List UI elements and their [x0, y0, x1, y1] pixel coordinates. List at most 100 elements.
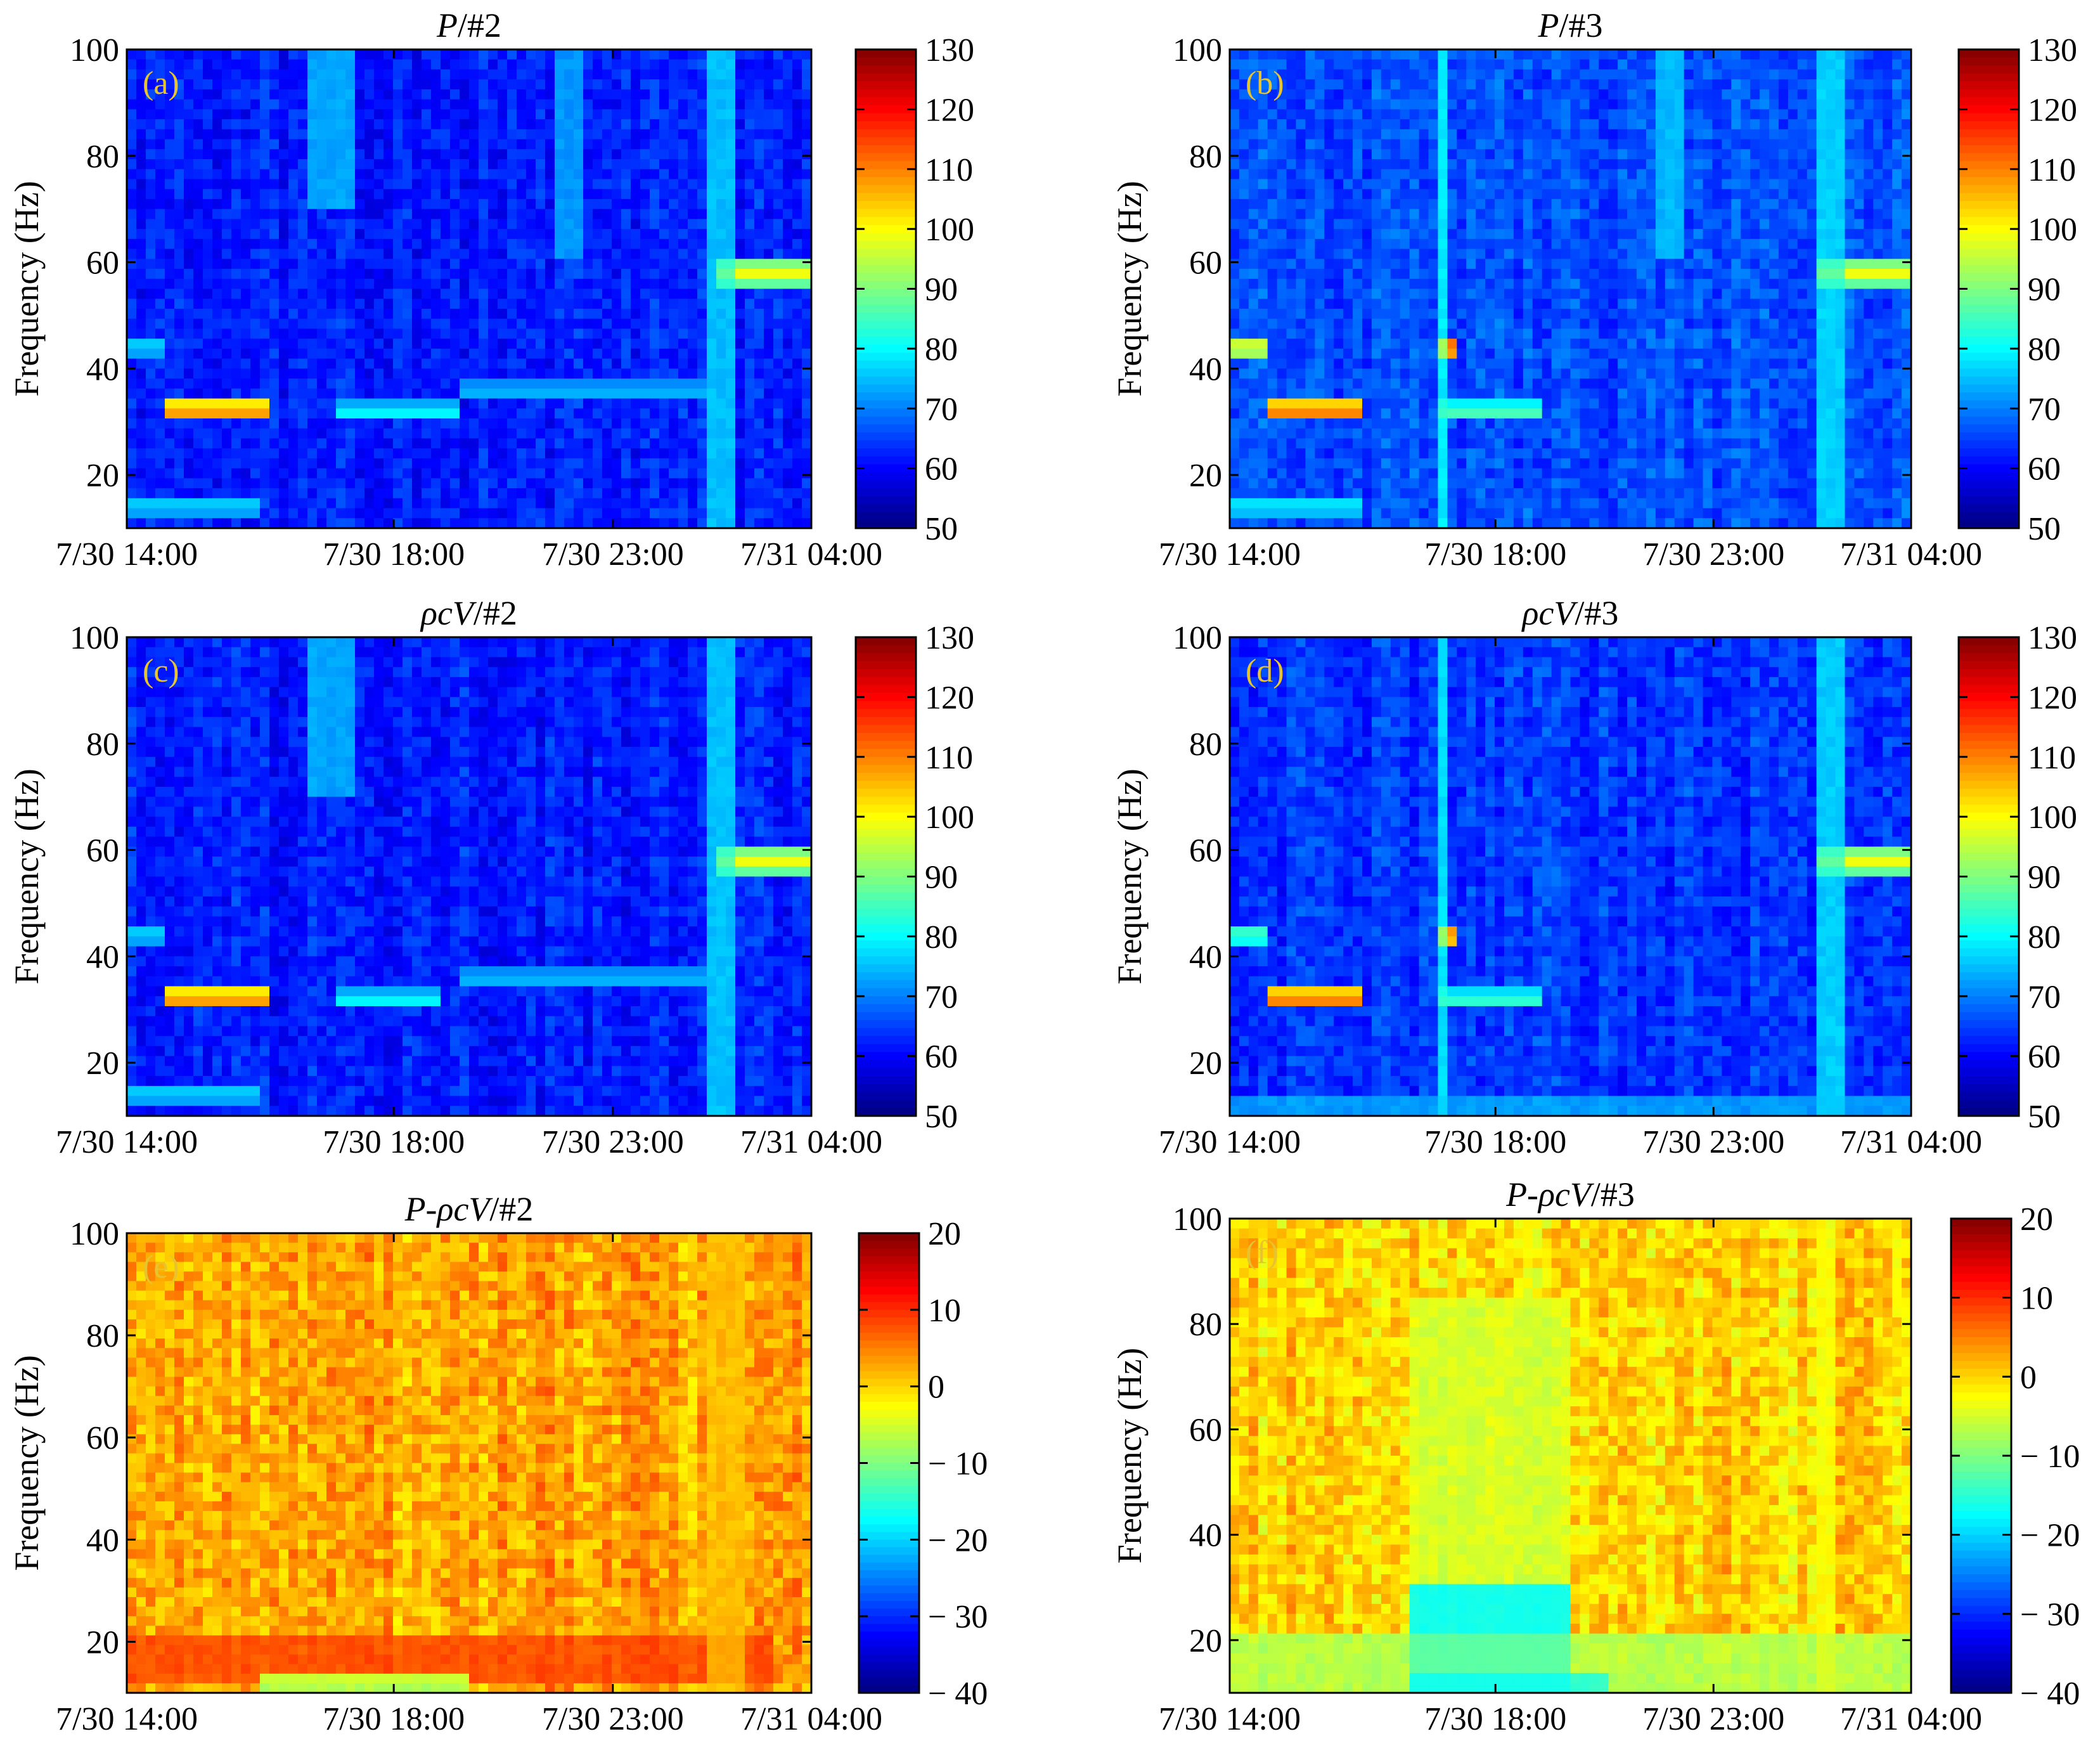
heatmap-cell — [355, 219, 365, 230]
heatmap-cell — [393, 418, 403, 429]
heatmap-cell — [1381, 518, 1391, 529]
heatmap-cell — [1258, 299, 1268, 309]
heatmap-cell — [631, 119, 641, 130]
heatmap-cell — [479, 448, 489, 459]
heatmap-cell — [602, 299, 612, 309]
heatmap-cell — [222, 238, 232, 250]
heatmap-cell — [355, 249, 365, 259]
heatmap-cell — [403, 119, 413, 130]
colorbar-segment — [856, 89, 916, 98]
heatmap-cell — [298, 69, 308, 80]
heatmap-cell — [802, 408, 812, 419]
heatmap-cell — [374, 159, 384, 170]
heatmap-cell — [222, 478, 232, 489]
heatmap-cell — [593, 179, 603, 190]
heatmap-cell — [640, 408, 650, 419]
heatmap-cell — [469, 508, 479, 519]
heatmap-cell — [707, 328, 717, 339]
heatmap-cell — [678, 418, 688, 429]
heatmap-cell — [146, 179, 156, 190]
heatmap-cell — [1353, 269, 1363, 280]
heatmap-cell — [1353, 468, 1363, 479]
heatmap-cell — [783, 159, 793, 170]
y-axis-label: Frequency (Hz) — [8, 181, 46, 396]
heatmap-cell — [184, 278, 194, 290]
heatmap-cell — [488, 229, 498, 240]
heatmap-cell — [1324, 179, 1334, 190]
heatmap-cell — [1457, 318, 1467, 330]
heatmap-cell — [326, 278, 337, 290]
heatmap-cell — [1495, 259, 1505, 269]
heatmap-cell — [1248, 79, 1259, 90]
heatmap-cell — [393, 368, 403, 379]
heatmap-cell — [374, 149, 384, 160]
heatmap-cell — [298, 159, 308, 170]
heatmap-cell — [231, 299, 242, 309]
heatmap-cell — [745, 139, 755, 150]
heatmap-cell — [574, 219, 584, 230]
heatmap-cell — [545, 198, 555, 210]
heatmap-cell — [364, 328, 375, 339]
heatmap-cell — [1239, 508, 1249, 519]
heatmap-cell — [412, 79, 422, 90]
heatmap-cell — [479, 368, 489, 379]
heatmap-cell — [602, 438, 612, 449]
heatmap-cell — [403, 169, 413, 180]
heatmap-cell — [1230, 269, 1240, 280]
heatmap-cell — [1438, 308, 1448, 320]
heatmap-cell — [1258, 428, 1268, 439]
heatmap-cell — [574, 478, 584, 489]
heatmap-cell — [1362, 468, 1372, 479]
heatmap-cell — [640, 269, 650, 280]
colorbar-tick-label: 50 — [925, 511, 958, 547]
colorbar-segment — [856, 432, 916, 441]
heatmap-cell — [279, 388, 289, 399]
heatmap-cell — [1495, 209, 1505, 219]
heatmap-cell — [260, 189, 270, 200]
heatmap-cell — [127, 478, 137, 489]
heatmap-cell — [326, 59, 337, 70]
heatmap-cell — [1409, 238, 1420, 250]
heatmap-cell — [279, 209, 289, 219]
heatmap-cell — [507, 299, 517, 309]
heatmap-cell — [1230, 259, 1240, 269]
heatmap-cell — [1438, 119, 1448, 130]
heatmap-cell — [1390, 219, 1401, 230]
heatmap-cell — [726, 379, 736, 389]
heatmap-cell — [336, 458, 346, 469]
heatmap-cell — [1466, 219, 1476, 230]
heatmap-cell — [403, 348, 413, 359]
heatmap-cell — [707, 49, 717, 60]
heatmap-cell — [165, 169, 175, 180]
heatmap-cell — [802, 339, 812, 349]
heatmap-cell — [1230, 438, 1240, 449]
heatmap-cell — [1457, 448, 1467, 459]
heatmap-cell — [174, 129, 184, 140]
heatmap-cell — [269, 238, 280, 250]
heatmap-cell — [1495, 249, 1505, 259]
heatmap-cell — [659, 119, 669, 130]
heatmap-cell — [1438, 209, 1448, 219]
heatmap-cell — [1438, 269, 1448, 280]
heatmap-cell — [650, 259, 660, 269]
heatmap-cell — [212, 159, 222, 170]
heatmap-cell — [174, 198, 184, 210]
heatmap-cell — [1258, 348, 1268, 359]
heatmap-cell — [1258, 209, 1268, 219]
heatmap-cell — [1248, 438, 1259, 449]
heatmap-cell — [773, 368, 783, 379]
heatmap-cell — [1343, 99, 1353, 110]
heatmap-cell — [1428, 438, 1439, 449]
heatmap-cell — [1267, 358, 1278, 369]
heatmap-cell — [1381, 209, 1391, 219]
heatmap-cell — [659, 339, 669, 349]
heatmap-cell — [469, 79, 479, 90]
heatmap-cell — [1343, 388, 1353, 399]
heatmap-cell — [241, 288, 251, 299]
heatmap-cell — [773, 249, 783, 259]
heatmap-cell — [659, 269, 669, 280]
heatmap-cell — [393, 169, 403, 180]
heatmap-cell — [269, 468, 280, 479]
heatmap-cell — [659, 488, 669, 499]
heatmap-cell — [127, 418, 137, 429]
